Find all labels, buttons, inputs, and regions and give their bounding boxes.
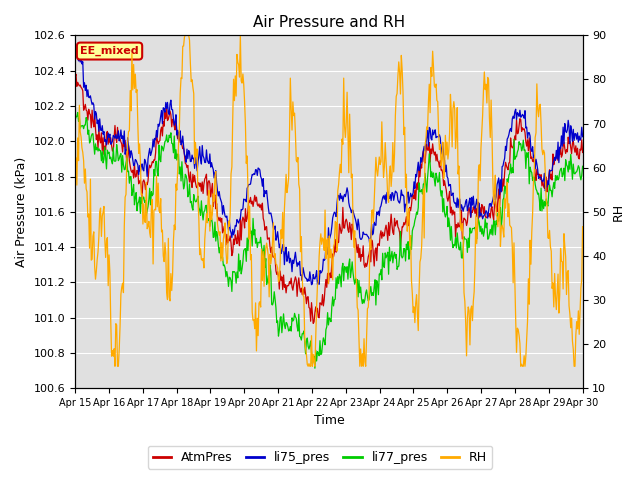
Line: AtmPres: AtmPres [75, 74, 582, 324]
li75_pres [162, 99, 170, 105]
X-axis label: Time: Time [314, 414, 344, 427]
Title: Air Pressure and RH: Air Pressure and RH [253, 15, 405, 30]
li77_pres [372, 302, 380, 308]
Y-axis label: RH: RH [612, 203, 625, 221]
RH [303, 352, 310, 358]
li75_pres [203, 147, 211, 153]
li77_pres [579, 163, 586, 169]
AtmPres [71, 74, 79, 80]
AtmPres [203, 171, 211, 177]
AtmPres [301, 291, 309, 297]
Text: EE_mixed: EE_mixed [80, 46, 139, 56]
AtmPres [455, 224, 463, 230]
Line: li75_pres: li75_pres [75, 49, 582, 285]
RH [111, 363, 119, 369]
li75_pres [412, 171, 420, 177]
li77_pres [71, 117, 79, 122]
li77_pres [455, 246, 463, 252]
RH [71, 173, 79, 179]
AtmPres [579, 150, 586, 156]
li75_pres [579, 134, 586, 140]
li75_pres [308, 282, 316, 288]
RH [204, 220, 211, 226]
AtmPres [309, 321, 317, 326]
Y-axis label: Air Pressure (kPa): Air Pressure (kPa) [15, 156, 28, 267]
AtmPres [412, 197, 420, 203]
RH [412, 300, 420, 306]
li75_pres [301, 275, 309, 281]
AtmPres [372, 245, 380, 251]
RH [372, 155, 380, 160]
li75_pres [73, 47, 81, 52]
li77_pres [301, 351, 309, 357]
li75_pres [372, 222, 380, 228]
Line: li77_pres: li77_pres [75, 112, 582, 368]
RH [162, 251, 170, 257]
li77_pres [203, 203, 211, 208]
li77_pres [412, 215, 420, 220]
li75_pres [71, 49, 79, 55]
Legend: AtmPres, li75_pres, li77_pres, RH: AtmPres, li75_pres, li77_pres, RH [148, 446, 492, 469]
AtmPres [72, 72, 80, 77]
li75_pres [455, 196, 463, 202]
RH [182, 33, 189, 38]
RH [455, 163, 463, 169]
RH [579, 224, 586, 229]
AtmPres [162, 116, 170, 121]
li77_pres [74, 109, 81, 115]
Line: RH: RH [75, 36, 582, 366]
li77_pres [311, 365, 319, 371]
li77_pres [162, 138, 170, 144]
